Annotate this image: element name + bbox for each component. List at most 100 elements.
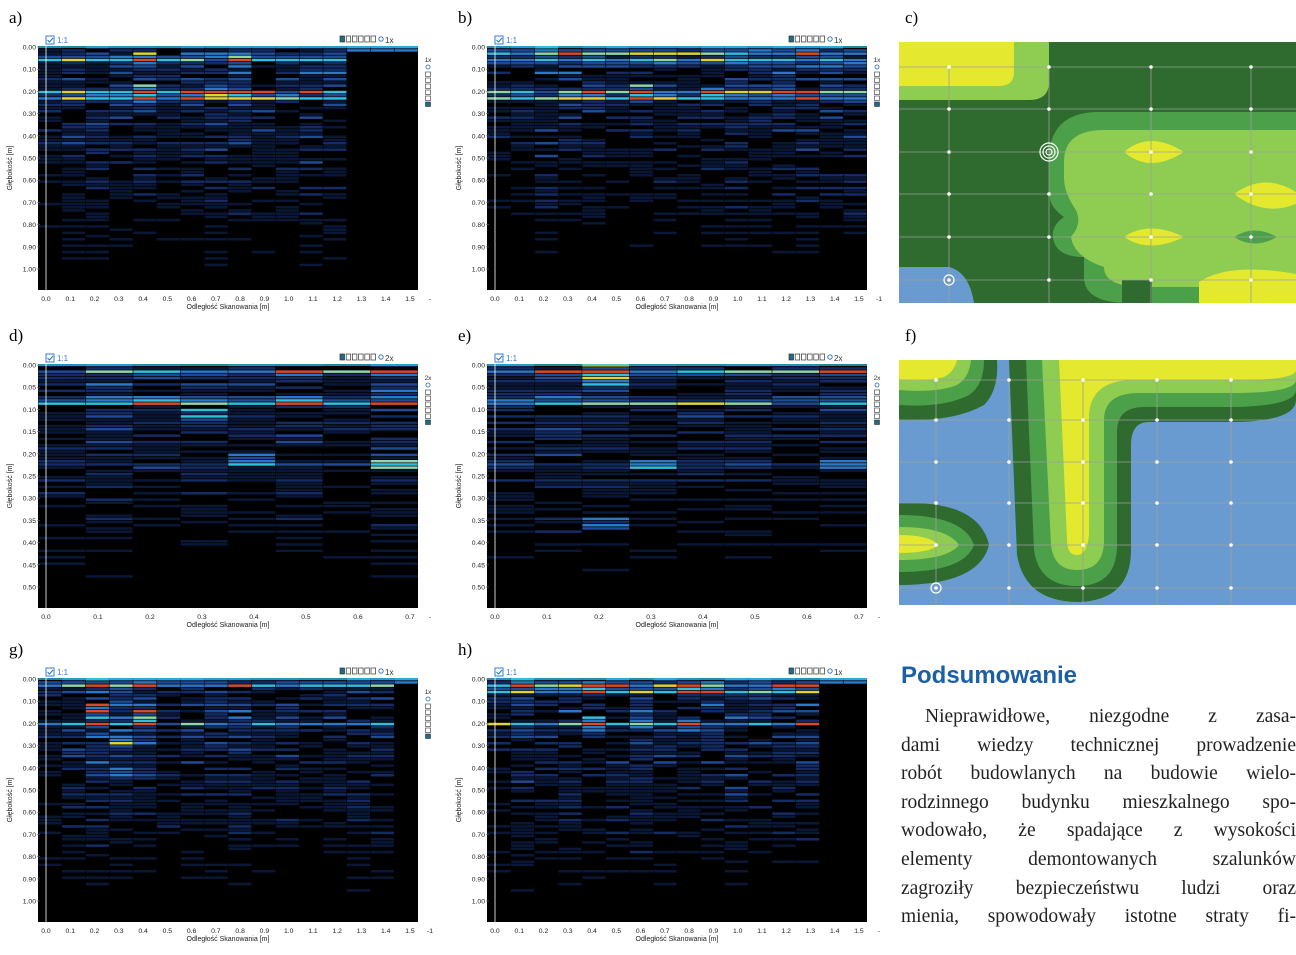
side-legend-swatch[interactable] xyxy=(425,395,431,401)
side-legend-swatch[interactable] xyxy=(425,419,431,425)
side-legend-swatch[interactable] xyxy=(874,389,880,395)
zoom-icon[interactable] xyxy=(378,354,384,360)
side-legend-swatch[interactable] xyxy=(425,83,431,89)
scan-cell xyxy=(275,68,299,71)
side-legend-swatch[interactable] xyxy=(425,407,431,413)
zoom-icon[interactable] xyxy=(827,354,833,360)
legend-swatch[interactable] xyxy=(807,667,813,675)
legend-swatch[interactable] xyxy=(339,35,345,43)
side-zoom-icon[interactable] xyxy=(425,382,431,388)
legend-swatch[interactable] xyxy=(819,35,825,43)
checkbox-icon[interactable] xyxy=(494,35,504,45)
legend-swatch[interactable] xyxy=(364,667,370,675)
side-legend-swatch[interactable] xyxy=(874,395,880,401)
side-zoom-icon[interactable] xyxy=(874,64,880,70)
side-legend-swatch[interactable] xyxy=(425,401,431,407)
side-legend-swatch[interactable] xyxy=(874,407,880,413)
legend-swatch[interactable] xyxy=(358,667,364,675)
legend-swatch[interactable] xyxy=(819,353,825,361)
legend-swatch[interactable] xyxy=(807,35,813,43)
legend-swatch[interactable] xyxy=(370,667,376,675)
legend-swatch[interactable] xyxy=(364,35,370,43)
legend-swatch[interactable] xyxy=(788,35,794,43)
legend-swatch[interactable] xyxy=(339,667,345,675)
side-legend-swatch[interactable] xyxy=(425,89,431,95)
checkbox-icon[interactable] xyxy=(494,667,504,677)
side-legend-swatch[interactable] xyxy=(425,71,431,77)
side-legend-swatch[interactable] xyxy=(874,83,880,89)
legend-swatch[interactable] xyxy=(794,353,801,361)
scan-cell xyxy=(85,834,109,838)
scan-cell xyxy=(487,90,511,94)
side-legend-swatch[interactable] xyxy=(874,419,880,425)
side-legend-swatch[interactable] xyxy=(425,715,431,721)
zoom-icon[interactable] xyxy=(378,668,384,674)
scan-cell xyxy=(133,492,181,495)
side-legend-swatch[interactable] xyxy=(425,721,431,727)
checkbox-icon[interactable] xyxy=(45,353,55,363)
scan-cell xyxy=(85,383,133,386)
legend-swatch[interactable] xyxy=(813,353,819,361)
legend-swatch[interactable] xyxy=(364,353,370,361)
scan-cell xyxy=(38,84,62,87)
legend-swatch[interactable] xyxy=(345,667,352,675)
zoom-icon[interactable] xyxy=(378,36,384,42)
side-legend-swatch[interactable] xyxy=(874,77,880,83)
scan-cell xyxy=(85,151,109,155)
side-legend-swatch[interactable] xyxy=(425,709,431,715)
legend-swatch[interactable] xyxy=(819,667,825,675)
side-zoom-icon[interactable] xyxy=(874,382,880,388)
checkbox-icon[interactable] xyxy=(45,35,55,45)
scan-cell xyxy=(748,710,772,713)
legend-swatch[interactable] xyxy=(801,353,807,361)
legend-swatch[interactable] xyxy=(339,353,345,361)
side-legend-swatch[interactable] xyxy=(874,71,880,77)
legend-swatch[interactable] xyxy=(788,353,794,361)
side-legend-swatch[interactable] xyxy=(874,413,880,419)
scan-cell xyxy=(653,62,677,65)
side-legend-swatch[interactable] xyxy=(874,95,880,101)
legend-swatch[interactable] xyxy=(801,35,807,43)
legend-swatch[interactable] xyxy=(358,35,364,43)
scan-cell xyxy=(62,764,86,767)
legend-swatch[interactable] xyxy=(788,667,794,675)
side-legend-swatch[interactable] xyxy=(874,101,880,107)
scan-cell xyxy=(558,113,582,116)
legend-swatch[interactable] xyxy=(370,353,376,361)
legend-swatch[interactable] xyxy=(345,353,352,361)
scan-cell xyxy=(299,106,323,110)
side-zoom-icon[interactable] xyxy=(425,696,431,702)
legend-swatch[interactable] xyxy=(794,667,801,675)
legend-swatch[interactable] xyxy=(794,35,801,43)
scan-cell xyxy=(323,408,371,412)
legend-swatch[interactable] xyxy=(370,35,376,43)
side-legend-swatch[interactable] xyxy=(425,413,431,419)
side-legend-swatch[interactable] xyxy=(425,733,431,739)
scan-cell xyxy=(275,460,323,463)
legend-swatch[interactable] xyxy=(801,667,807,675)
legend-swatch[interactable] xyxy=(352,667,358,675)
legend-swatch[interactable] xyxy=(813,667,819,675)
side-legend-swatch[interactable] xyxy=(425,95,431,101)
side-legend-swatch[interactable] xyxy=(425,727,431,733)
zoom-icon[interactable] xyxy=(827,668,833,674)
zoom-icon[interactable] xyxy=(827,36,833,42)
legend-swatch[interactable] xyxy=(813,35,819,43)
scan-cell xyxy=(606,770,630,774)
legend-swatch[interactable] xyxy=(358,353,364,361)
legend-swatch[interactable] xyxy=(345,35,352,43)
legend-swatch[interactable] xyxy=(352,353,358,361)
side-legend-swatch[interactable] xyxy=(874,89,880,95)
side-legend-swatch[interactable] xyxy=(425,77,431,83)
checkbox-icon[interactable] xyxy=(45,667,55,677)
scan-cell xyxy=(38,418,86,421)
side-zoom-icon[interactable] xyxy=(425,64,431,70)
side-legend-swatch[interactable] xyxy=(425,101,431,107)
side-legend-swatch[interactable] xyxy=(874,401,880,407)
scan-cell xyxy=(133,716,157,719)
side-legend-swatch[interactable] xyxy=(425,389,431,395)
side-legend-swatch[interactable] xyxy=(425,703,431,709)
checkbox-icon[interactable] xyxy=(494,353,504,363)
legend-swatch[interactable] xyxy=(807,353,813,361)
legend-swatch[interactable] xyxy=(352,35,358,43)
